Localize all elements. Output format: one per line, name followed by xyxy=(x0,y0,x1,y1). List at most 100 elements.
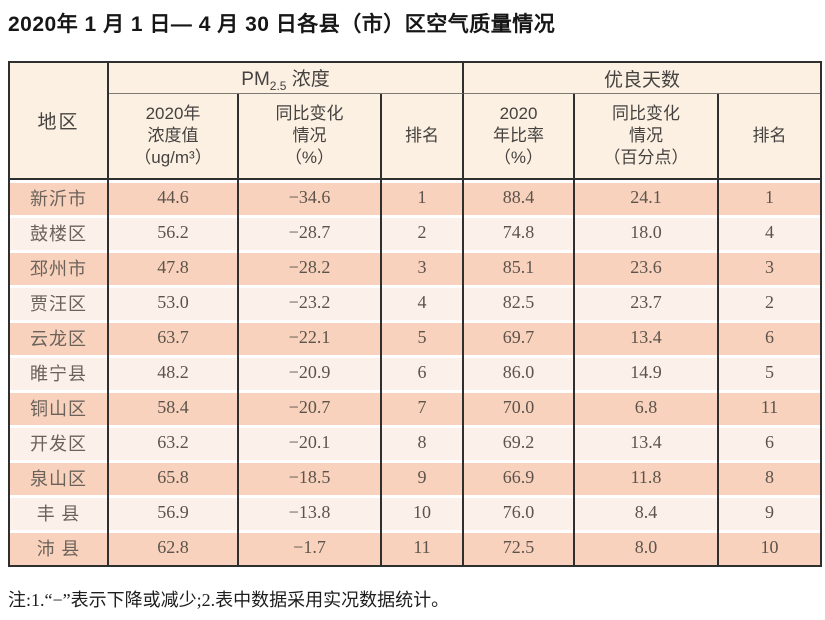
header-region: 地区 xyxy=(10,63,109,180)
header-group-row: 地区 PM2.5 浓度 优良天数 xyxy=(10,63,821,180)
pm25-change-cell: −13.8 xyxy=(239,495,382,530)
table-row: 邳州市 47.8 −28.2 3 85.1 23.6 3 xyxy=(10,250,821,285)
table-row: 铜山区 58.4 −20.7 7 70.0 6.8 11 xyxy=(10,390,821,425)
pm25-rank-cell: 6 xyxy=(382,355,464,390)
region-cell: 贾汪区 xyxy=(10,285,109,320)
good-days-change-cell: 23.6 xyxy=(575,250,719,285)
good-days-ratio-cell: 69.2 xyxy=(464,425,575,460)
footnote: 注:1.“−”表示下降或减少;2.表中数据采用实况数据统计。 xyxy=(8,590,450,610)
pm25-rank-cell: 2 xyxy=(382,215,464,250)
good-days-change-cell: 8.0 xyxy=(575,530,719,565)
region-cell: 沛 县 xyxy=(10,530,109,565)
good-days-ratio-cell: 88.4 xyxy=(464,180,575,215)
table-row: 开发区 63.2 −20.1 8 69.2 13.4 6 xyxy=(10,425,821,460)
pm25-value-cell: 63.7 xyxy=(109,320,239,355)
good-days-change-cell: 8.4 xyxy=(575,495,719,530)
pm25-change-cell: −20.7 xyxy=(239,390,382,425)
pm25-change-cell: −28.7 xyxy=(239,215,382,250)
good-days-change-cell: 6.8 xyxy=(575,390,719,425)
air-quality-table: 地区 PM2.5 浓度 优良天数 2020年 浓度值 （ug/m³） 同比变化 … xyxy=(8,61,823,567)
table-row: 丰 县 56.9 −13.8 10 76.0 8.4 9 xyxy=(10,495,821,530)
good-days-ratio-cell: 70.0 xyxy=(464,390,575,425)
pm25-label-suffix: 浓度 xyxy=(286,68,330,90)
pm25-change-cell: −23.2 xyxy=(239,285,382,320)
good-days-ratio-cell: 85.1 xyxy=(464,250,575,285)
pm25-rank-cell: 1 xyxy=(382,180,464,215)
good-days-change-cell: 11.8 xyxy=(575,460,719,495)
region-cell: 开发区 xyxy=(10,425,109,460)
table-row: 沛 县 62.8 −1.7 11 72.5 8.0 10 xyxy=(10,530,821,565)
good-days-rank-cell: 4 xyxy=(719,215,821,250)
good-days-change-cell: 14.9 xyxy=(575,355,719,390)
pm25-label-prefix: PM xyxy=(241,68,270,90)
pm25-rank-cell: 3 xyxy=(382,250,464,285)
good-days-rank-cell: 6 xyxy=(719,320,821,355)
good-days-rank-cell: 6 xyxy=(719,425,821,460)
pm25-value-cell: 47.8 xyxy=(109,250,239,285)
header-pm25-value: 2020年 浓度值 （ug/m³） xyxy=(109,94,239,180)
pm25-value-cell: 44.6 xyxy=(109,180,239,215)
good-days-change-cell: 23.7 xyxy=(575,285,719,320)
table-row: 云龙区 63.7 −22.1 5 69.7 13.4 6 xyxy=(10,320,821,355)
header-group-good-days: 优良天数 xyxy=(464,63,821,94)
good-days-rank-cell: 9 xyxy=(719,495,821,530)
region-cell: 鼓楼区 xyxy=(10,215,109,250)
pm25-change-cell: −20.9 xyxy=(239,355,382,390)
region-cell: 邳州市 xyxy=(10,250,109,285)
region-cell: 睢宁县 xyxy=(10,355,109,390)
pm25-rank-cell: 5 xyxy=(382,320,464,355)
pm25-value-cell: 65.8 xyxy=(109,460,239,495)
pm25-rank-cell: 4 xyxy=(382,285,464,320)
good-days-rank-cell: 3 xyxy=(719,250,821,285)
table-body: 新沂市 44.6 −34.6 1 88.4 24.1 1 鼓楼区 56.2 −28.7 2 74.8 1… xyxy=(10,180,821,565)
region-cell: 云龙区 xyxy=(10,320,109,355)
good-days-change-cell: 24.1 xyxy=(575,180,719,215)
pm25-change-cell: −22.1 xyxy=(239,320,382,355)
pm25-rank-cell: 7 xyxy=(382,390,464,425)
good-days-ratio-cell: 72.5 xyxy=(464,530,575,565)
good-days-change-cell: 13.4 xyxy=(575,425,719,460)
pm25-value-cell: 56.2 xyxy=(109,215,239,250)
pm25-change-cell: −28.2 xyxy=(239,250,382,285)
good-days-change-cell: 13.4 xyxy=(575,320,719,355)
header-sub-row: 2020年 浓度值 （ug/m³） 同比变化 情况 （%） 排名 2020 年比… xyxy=(10,94,821,180)
good-days-ratio-cell: 74.8 xyxy=(464,215,575,250)
region-cell: 泉山区 xyxy=(10,460,109,495)
good-days-rank-cell: 2 xyxy=(719,285,821,320)
header-group-pm25: PM2.5 浓度 xyxy=(109,63,464,94)
header-pm25-rank: 排名 xyxy=(382,94,464,180)
region-cell: 丰 县 xyxy=(10,495,109,530)
good-days-rank-cell: 8 xyxy=(719,460,821,495)
good-days-rank-cell: 1 xyxy=(719,180,821,215)
pm25-value-cell: 56.9 xyxy=(109,495,239,530)
pm25-value-cell: 58.4 xyxy=(109,390,239,425)
pm25-rank-cell: 8 xyxy=(382,425,464,460)
good-days-rank-cell: 5 xyxy=(719,355,821,390)
pm25-change-cell: −1.7 xyxy=(239,530,382,565)
table-row: 新沂市 44.6 −34.6 1 88.4 24.1 1 xyxy=(10,180,821,215)
good-days-ratio-cell: 76.0 xyxy=(464,495,575,530)
good-days-change-cell: 18.0 xyxy=(575,215,719,250)
good-days-rank-cell: 10 xyxy=(719,530,821,565)
pm25-rank-cell: 9 xyxy=(382,460,464,495)
header-good-ratio: 2020 年比率 （%） xyxy=(464,94,575,180)
good-days-ratio-cell: 82.5 xyxy=(464,285,575,320)
table-header: 地区 PM2.5 浓度 优良天数 2020年 浓度值 （ug/m³） 同比变化 … xyxy=(10,63,821,180)
header-good-change: 同比变化 情况 （百分点） xyxy=(575,94,719,180)
pm25-value-cell: 63.2 xyxy=(109,425,239,460)
pm25-value-cell: 53.0 xyxy=(109,285,239,320)
header-pm25-change: 同比变化 情况 （%） xyxy=(239,94,382,180)
good-days-ratio-cell: 69.7 xyxy=(464,320,575,355)
pm25-value-cell: 48.2 xyxy=(109,355,239,390)
pm25-value-cell: 62.8 xyxy=(109,530,239,565)
header-good-rank: 排名 xyxy=(719,94,821,180)
pm25-rank-cell: 10 xyxy=(382,495,464,530)
good-days-ratio-cell: 66.9 xyxy=(464,460,575,495)
pm25-change-cell: −18.5 xyxy=(239,460,382,495)
region-cell: 新沂市 xyxy=(10,180,109,215)
page-title: 2020年 1 月 1 日— 4 月 30 日各县（市）区空气质量情况 xyxy=(8,13,556,36)
good-days-ratio-cell: 86.0 xyxy=(464,355,575,390)
pm25-change-cell: −20.1 xyxy=(239,425,382,460)
table-row: 鼓楼区 56.2 −28.7 2 74.8 18.0 4 xyxy=(10,215,821,250)
